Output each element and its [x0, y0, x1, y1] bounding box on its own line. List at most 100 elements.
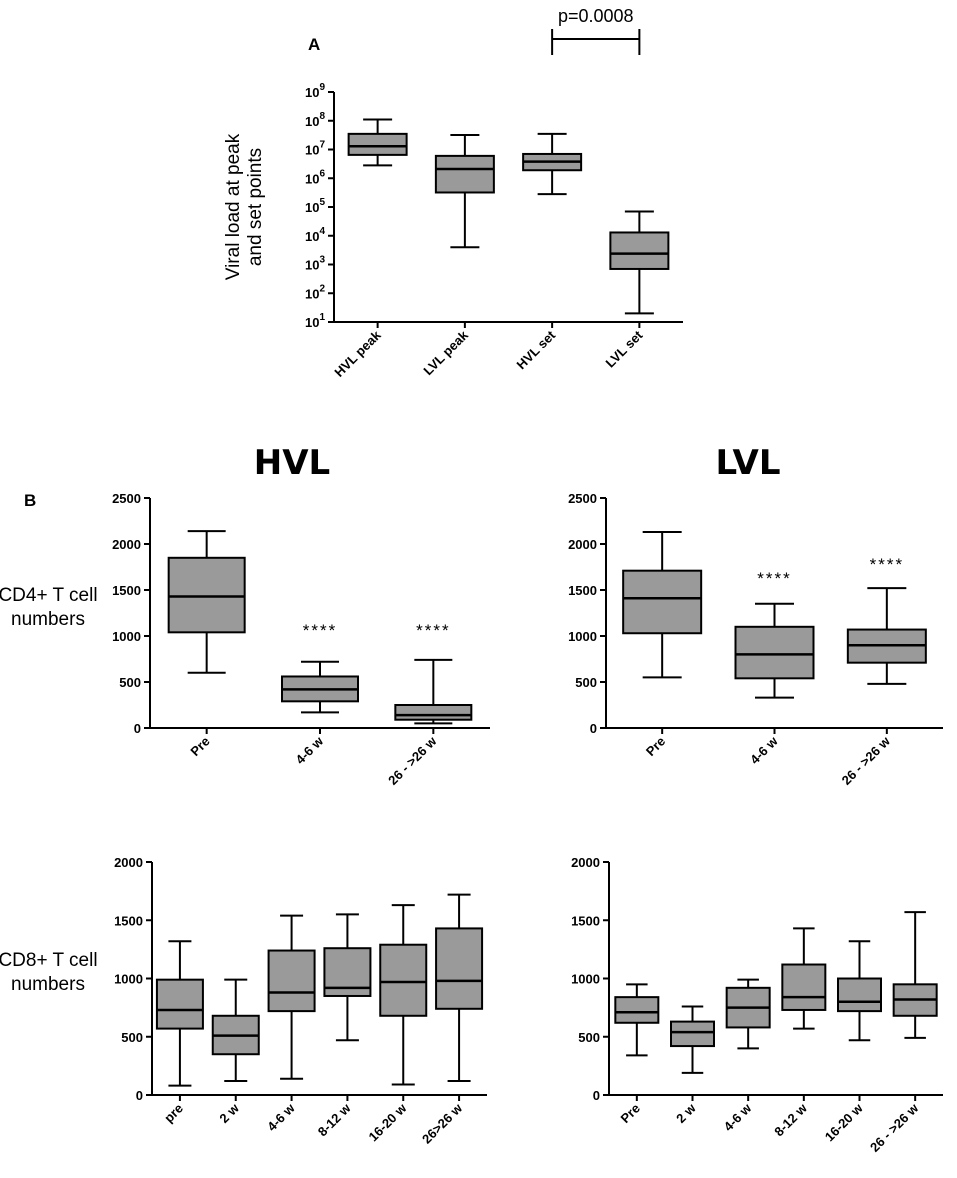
y-tick-label: 2000 — [114, 855, 143, 870]
box-pre — [155, 940, 204, 1087]
hvl-title: HVL — [254, 443, 330, 483]
y-tick-label: 500 — [121, 1030, 143, 1045]
x-tick-label: 16-20 w — [366, 1100, 410, 1144]
x-tick-label: 26>26 w — [419, 1100, 466, 1147]
significance-stars: **** — [757, 569, 791, 588]
y-tick-label: 1000 — [568, 629, 597, 644]
y-tick-base: 10 — [305, 114, 319, 129]
cd8-hvl-chart: 0 500 1000 1500 2000 CD8+ T cell numbers pre 2 w… — [0, 855, 487, 1147]
y-tick-label: 105 — [305, 197, 325, 215]
x-tick-label: Pre — [643, 734, 668, 759]
y-tick-label: 106 — [305, 168, 325, 186]
y-tick-base: 10 — [305, 200, 319, 215]
iqr-box — [614, 996, 660, 1024]
y-tick-label: 0 — [593, 1088, 600, 1103]
y-tick-label: 1500 — [571, 913, 600, 928]
box-pre — [622, 531, 703, 679]
y-tick-label: 1000 — [112, 629, 141, 644]
x-tick-label: 4-6 w — [747, 733, 781, 767]
box-4-6-w — [267, 914, 316, 1080]
box-8-12-w — [781, 927, 827, 1030]
panel-b-letter: B — [24, 491, 36, 510]
y-tick-label: 2000 — [112, 537, 141, 552]
box-26-26-w — [394, 658, 473, 725]
y-axis-label: Viral load at peak — [223, 133, 244, 280]
x-tick-label: LVL peak — [420, 327, 471, 378]
x-tick-label: 8-12 w — [315, 1100, 354, 1139]
y-tick-label: 104 — [305, 226, 325, 244]
significance-stars: **** — [416, 621, 450, 640]
iqr-box — [394, 704, 473, 721]
y-tick-label: 103 — [305, 255, 325, 273]
x-tick-label: Pre — [187, 734, 212, 759]
y-tick-label: 108 — [305, 111, 325, 129]
box-pre — [167, 530, 246, 674]
y-tick-exponent: 5 — [319, 197, 325, 208]
y-axis-label: numbers — [11, 974, 85, 995]
iqr-box — [379, 943, 428, 1017]
y-tick-exponent: 4 — [319, 226, 325, 237]
y-tick-base: 10 — [305, 229, 319, 244]
box-2-w — [670, 1005, 715, 1074]
iqr-box — [837, 977, 882, 1013]
box-hvl-set — [522, 132, 583, 196]
significance-stars: **** — [870, 555, 904, 574]
y-tick-label: 102 — [305, 283, 325, 301]
y-tick-label: 109 — [305, 82, 325, 100]
x-tick-label: 16-20 w — [822, 1100, 866, 1144]
y-axis-label: CD4+ T cell — [0, 585, 98, 606]
iqr-box — [434, 154, 495, 194]
cd8-lvl-chart: 0 500 1000 1500 2000 Pre 2 w 4-6 w 8-12 w 16-20 w… — [571, 855, 943, 1155]
y-tick-exponent: 6 — [319, 168, 325, 179]
iqr-box — [155, 978, 204, 1030]
iqr-box — [435, 927, 484, 1010]
y-tick-label: 2500 — [112, 491, 141, 506]
box-16-20-w — [379, 904, 428, 1086]
box-hvl-peak — [347, 118, 408, 167]
iqr-box — [734, 625, 815, 680]
p-value-label: p=0.0008 — [558, 6, 634, 26]
iqr-box — [167, 556, 246, 634]
y-tick-base: 10 — [305, 315, 319, 330]
x-tick-label: 26 - >26 w — [867, 1100, 922, 1155]
y-tick-exponent: 1 — [319, 312, 325, 323]
y-tick-exponent: 2 — [319, 283, 325, 294]
y-tick-exponent: 9 — [319, 82, 325, 93]
y-tick-label: 1500 — [112, 583, 141, 598]
x-tick-label: 4-6 w — [264, 1100, 298, 1134]
y-tick-base: 10 — [305, 258, 319, 273]
box-26-26-w — [846, 587, 927, 685]
box-4-6-w — [725, 978, 771, 1050]
x-tick-label: 2 w — [673, 1100, 699, 1126]
box-4-6-w — [734, 602, 815, 699]
x-tick-label: HVL peak — [331, 327, 384, 380]
iqr-box — [670, 1020, 715, 1048]
box-lvl-set — [609, 210, 670, 315]
box-lvl-peak — [434, 133, 495, 249]
y-tick-label: 0 — [590, 721, 597, 736]
y-tick-label: 500 — [575, 675, 597, 690]
y-tick-base: 10 — [305, 143, 319, 158]
x-tick-label: 4-6 w — [293, 733, 327, 767]
y-tick-base: 10 — [305, 171, 319, 186]
x-tick-label: Pre — [618, 1101, 643, 1126]
y-axis-label: and set points — [245, 148, 266, 266]
y-tick-label: 2500 — [568, 491, 597, 506]
y-tick-label: 2000 — [571, 855, 600, 870]
y-tick-label: 101 — [305, 312, 325, 330]
y-tick-label: 1500 — [114, 913, 143, 928]
y-tick-label: 500 — [119, 675, 141, 690]
y-tick-label: 1000 — [114, 972, 143, 987]
panel-a-letter: A — [308, 35, 320, 54]
x-tick-label: 26 - >26 w — [839, 733, 894, 788]
y-tick-exponent: 3 — [319, 255, 325, 266]
x-tick-label: HVL set — [514, 327, 559, 372]
y-tick-label: 1500 — [568, 583, 597, 598]
cd4-hvl-chart: 0 500 1000 1500 2000 2500 CD4+ T cell numbers Pr… — [0, 491, 490, 788]
box-4-6-w — [281, 660, 359, 714]
y-axis-label: numbers — [11, 609, 85, 630]
significance-stars: **** — [303, 621, 337, 640]
cd4-lvl-chart: 0 500 1000 1500 2000 2500 Pre 4-6 w **** 26 - >26… — [568, 491, 943, 788]
